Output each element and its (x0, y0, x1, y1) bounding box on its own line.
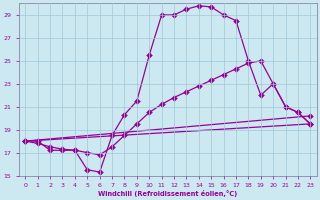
X-axis label: Windchill (Refroidissement éolien,°C): Windchill (Refroidissement éolien,°C) (98, 190, 237, 197)
